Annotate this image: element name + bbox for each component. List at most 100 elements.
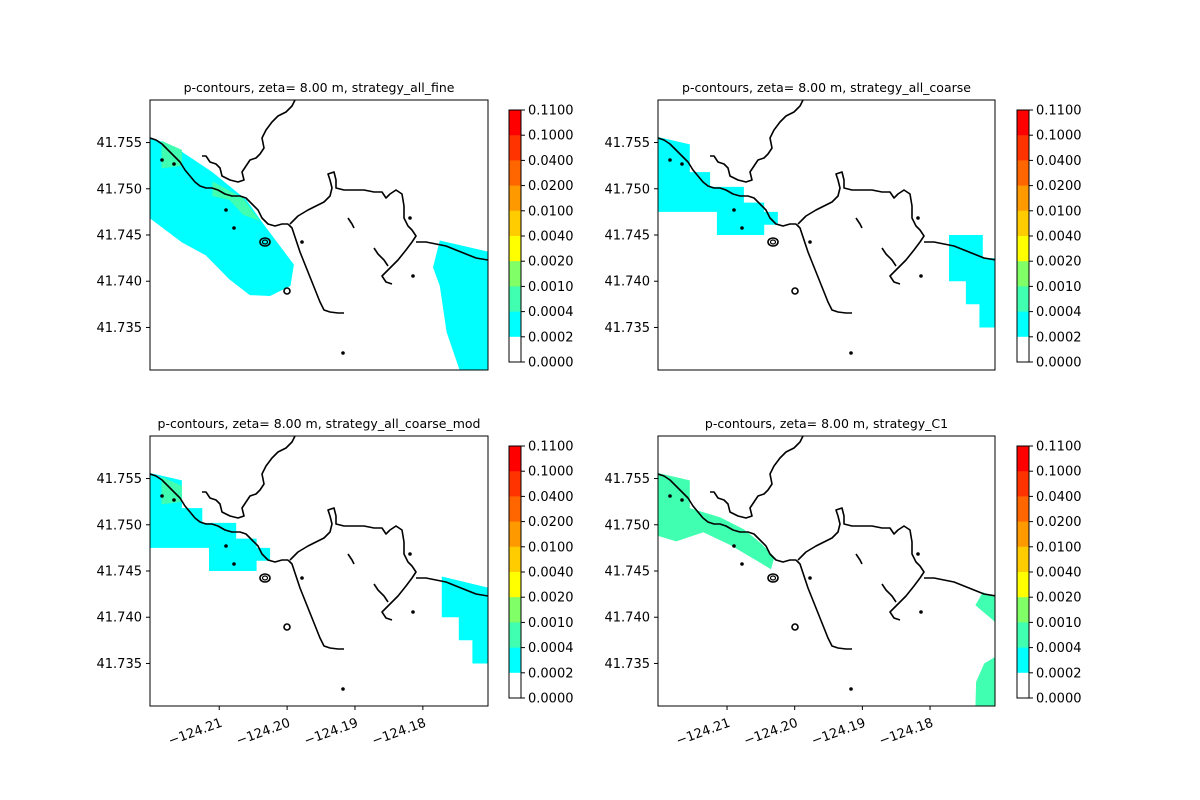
coastline [287, 223, 344, 314]
coast-point [808, 576, 812, 580]
coastline [710, 436, 804, 519]
colorbar-tick-label: 0.0000 [528, 692, 574, 707]
island-outline [283, 623, 291, 631]
coast-point [232, 562, 236, 566]
colorbar-band [1017, 471, 1029, 497]
island-outline [283, 287, 291, 295]
coast-point [341, 687, 345, 691]
island-outline [767, 573, 779, 583]
colorbar-band [1017, 210, 1029, 237]
colorbar-band [1017, 521, 1029, 548]
colorbar-tick-label: 0.0200 [528, 179, 574, 194]
colorbar-tick-label: 0.1100 [1036, 440, 1082, 455]
colorbar-tick-label: 0.0002 [1036, 330, 1082, 345]
contour-region [975, 657, 995, 706]
colorbar-band [509, 572, 521, 598]
colorbar-tick-label: 0.0010 [1036, 616, 1082, 631]
colorbar-tick-label: 0.0400 [528, 490, 574, 505]
colorbar-tick-label: 0.0000 [528, 356, 574, 371]
colorbar-band [509, 446, 521, 472]
coast-point [300, 240, 304, 244]
y-tick-label: 41.745 [97, 565, 143, 580]
panel-2: p-contours, zeta= 8.00 m, strategy_all_c… [605, 80, 1082, 371]
colorbar-band [1017, 135, 1029, 161]
coastline [289, 507, 417, 621]
coast-point [224, 544, 228, 548]
colorbar-tick-label: 0.0040 [1036, 566, 1082, 581]
coastline [150, 137, 288, 227]
colorbar-band [1017, 496, 1029, 522]
coast-point [232, 226, 236, 230]
coast-point [408, 216, 412, 220]
coast-point [849, 687, 853, 691]
coast-point [300, 576, 304, 580]
colorbar-band [1017, 597, 1029, 623]
y-tick-label: 41.745 [605, 229, 651, 244]
colorbar-band [1017, 311, 1029, 338]
colorbar-band [509, 496, 521, 522]
colorbar-tick-label: 0.0100 [528, 540, 574, 555]
colorbar-tick-label: 0.0040 [528, 566, 574, 581]
colorbar-tick-label: 0.0020 [528, 255, 574, 270]
y-tick-label: 41.735 [97, 657, 143, 672]
y-tick-label: 41.750 [97, 518, 143, 533]
y-tick-label: 41.740 [605, 611, 651, 626]
coast-point [408, 552, 412, 556]
coast-point [919, 274, 923, 278]
colorbar-band [509, 210, 521, 237]
colorbar-band [1017, 110, 1029, 136]
coast-point [732, 544, 736, 548]
colorbar-band [509, 135, 521, 161]
colorbar-band [509, 261, 521, 287]
colorbar-band [509, 110, 521, 136]
y-tick-label: 41.735 [605, 321, 651, 336]
colorbar-tick-label: 0.0100 [528, 204, 574, 219]
island-outline [767, 237, 779, 247]
colorbar-tick-label: 0.0004 [528, 305, 574, 320]
coastline [924, 577, 995, 597]
x-tick-label: −124.21 [674, 716, 732, 749]
y-tick-label: 41.745 [97, 229, 143, 244]
y-tick-label: 41.745 [605, 565, 651, 580]
colorbar-band [1017, 622, 1029, 648]
y-tick-label: 41.755 [97, 136, 143, 151]
colorbar-band [1017, 236, 1029, 262]
colorbar-tick-label: 0.0004 [1036, 641, 1082, 656]
colorbar-band [509, 521, 521, 548]
colorbar-tick-label: 0.1000 [1036, 129, 1082, 144]
colorbar-tick-label: 0.0200 [528, 515, 574, 530]
axes-frame [657, 435, 996, 707]
x-tick-label: −124.18 [877, 716, 935, 749]
colorbar-tick-label: 0.0004 [528, 641, 574, 656]
y-tick-label: 41.750 [97, 182, 143, 197]
coast-point [740, 562, 744, 566]
coast-point [411, 274, 415, 278]
coastline [416, 577, 488, 597]
colorbar-tick-label: 0.0040 [1036, 230, 1082, 245]
contour-region [212, 181, 260, 222]
island-outline [259, 573, 271, 583]
colorbar-band [509, 160, 521, 186]
coast-point [849, 351, 853, 355]
island-outline [791, 623, 799, 631]
colorbar-band [1017, 185, 1029, 212]
coast-point [916, 552, 920, 556]
x-tick-label: −124.19 [302, 716, 360, 749]
y-tick-label: 41.740 [605, 275, 651, 290]
colorbar-tick-label: 0.0040 [528, 230, 574, 245]
colorbar-band [1017, 546, 1029, 573]
coast-point [224, 208, 228, 212]
x-tick-label: −124.21 [166, 716, 224, 749]
y-tick-label: 41.735 [97, 321, 143, 336]
coastline [347, 553, 355, 565]
coastline [416, 241, 488, 261]
coast-point [732, 208, 736, 212]
colorbar-tick-label: 0.0100 [1036, 204, 1082, 219]
colorbar-tick-label: 0.0200 [1036, 179, 1082, 194]
axes-frame [149, 435, 489, 707]
coastline [202, 100, 296, 183]
colorbar-band [509, 185, 521, 212]
coastline [658, 473, 796, 563]
coastline [855, 217, 863, 229]
coast-point [341, 351, 345, 355]
